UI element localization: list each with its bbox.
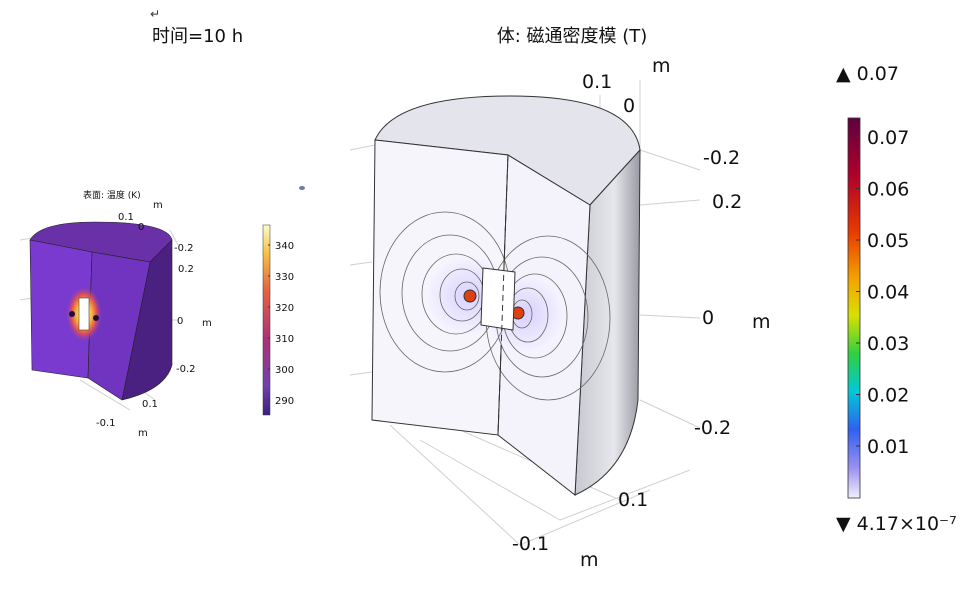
axis-label: m bbox=[153, 200, 163, 211]
inset-colorbar-ticks: 340 330 320 310 300 290 bbox=[268, 241, 294, 407]
top-face bbox=[374, 95, 641, 206]
core-hole bbox=[480, 267, 516, 331]
colorbar-tick-label: 0.07 bbox=[867, 127, 909, 149]
axis-label: 0.1 bbox=[582, 71, 612, 93]
inset-hole bbox=[78, 297, 90, 331]
colorbar-max: ▲ 0.07 bbox=[836, 63, 899, 85]
colorbar-tick-label: 0.06 bbox=[867, 179, 909, 201]
plot-title: 体: 磁通密度模 (T) bbox=[497, 26, 648, 47]
inset-top bbox=[29, 221, 173, 263]
colorbar-tick-label: 0.01 bbox=[867, 436, 909, 458]
colorbar-tick-label: 0.03 bbox=[867, 333, 909, 355]
inset-coil bbox=[69, 311, 75, 317]
inset-colorbar-tick-label: 340 bbox=[275, 241, 294, 252]
inset-colorbar-tick-label: 310 bbox=[275, 334, 294, 345]
inset-colorbar-tick-label: 320 bbox=[275, 303, 294, 314]
inset-colorbar-tick-label: 290 bbox=[275, 396, 294, 407]
coil bbox=[463, 289, 477, 303]
inset-model bbox=[19, 221, 179, 411]
axis-label: 0 bbox=[702, 307, 714, 329]
axis-label: m bbox=[138, 428, 148, 439]
axis-label: -0.1 bbox=[512, 533, 549, 555]
axis-label: m bbox=[202, 318, 212, 329]
axis-label: 0.1 bbox=[118, 212, 134, 223]
axis-label: 0.2 bbox=[178, 264, 194, 275]
axis-label: -0.2 bbox=[174, 243, 194, 254]
axis-label: 0.1 bbox=[618, 489, 648, 511]
colorbar bbox=[847, 117, 861, 499]
dashed-edge bbox=[497, 154, 509, 436]
axis-label: -0.2 bbox=[176, 364, 196, 375]
axis-label: -0.2 bbox=[694, 417, 731, 439]
axis-label: m bbox=[652, 55, 671, 77]
colorbar-tick-label: 0.05 bbox=[867, 230, 909, 252]
colorbar-min: ▼ 4.17×10⁻⁷ bbox=[836, 513, 957, 535]
grid bbox=[349, 80, 701, 546]
axis-label: 0.2 bbox=[712, 191, 742, 213]
inset-colorbar bbox=[262, 224, 271, 416]
return-mark: ↵ bbox=[150, 7, 160, 21]
time-label: 时间=10 h bbox=[152, 26, 243, 47]
icon bbox=[299, 186, 305, 190]
colorbar-ticks: 0.07 0.06 0.05 0.04 0.03 0.02 0.01 bbox=[856, 127, 909, 458]
axis-label: 0.1 bbox=[142, 399, 158, 410]
inset-colorbar-tick-label: 330 bbox=[275, 272, 294, 283]
axis-label: -0.2 bbox=[703, 147, 740, 169]
axis-label: m bbox=[752, 311, 771, 333]
axis-label: 0 bbox=[138, 222, 144, 233]
inset-title: 表面: 温度 (K) bbox=[83, 189, 141, 201]
cylinder-model bbox=[371, 95, 641, 496]
axis-label: 0 bbox=[623, 95, 635, 117]
axis-label: 0 bbox=[177, 316, 183, 327]
axis-label: -0.1 bbox=[96, 418, 116, 429]
axis-label: m bbox=[580, 549, 599, 571]
colorbar-tick-label: 0.04 bbox=[867, 282, 909, 304]
inset-coil bbox=[93, 315, 99, 321]
colorbar-tick-label: 0.02 bbox=[867, 385, 909, 407]
inset-colorbar-tick-label: 300 bbox=[275, 365, 294, 376]
